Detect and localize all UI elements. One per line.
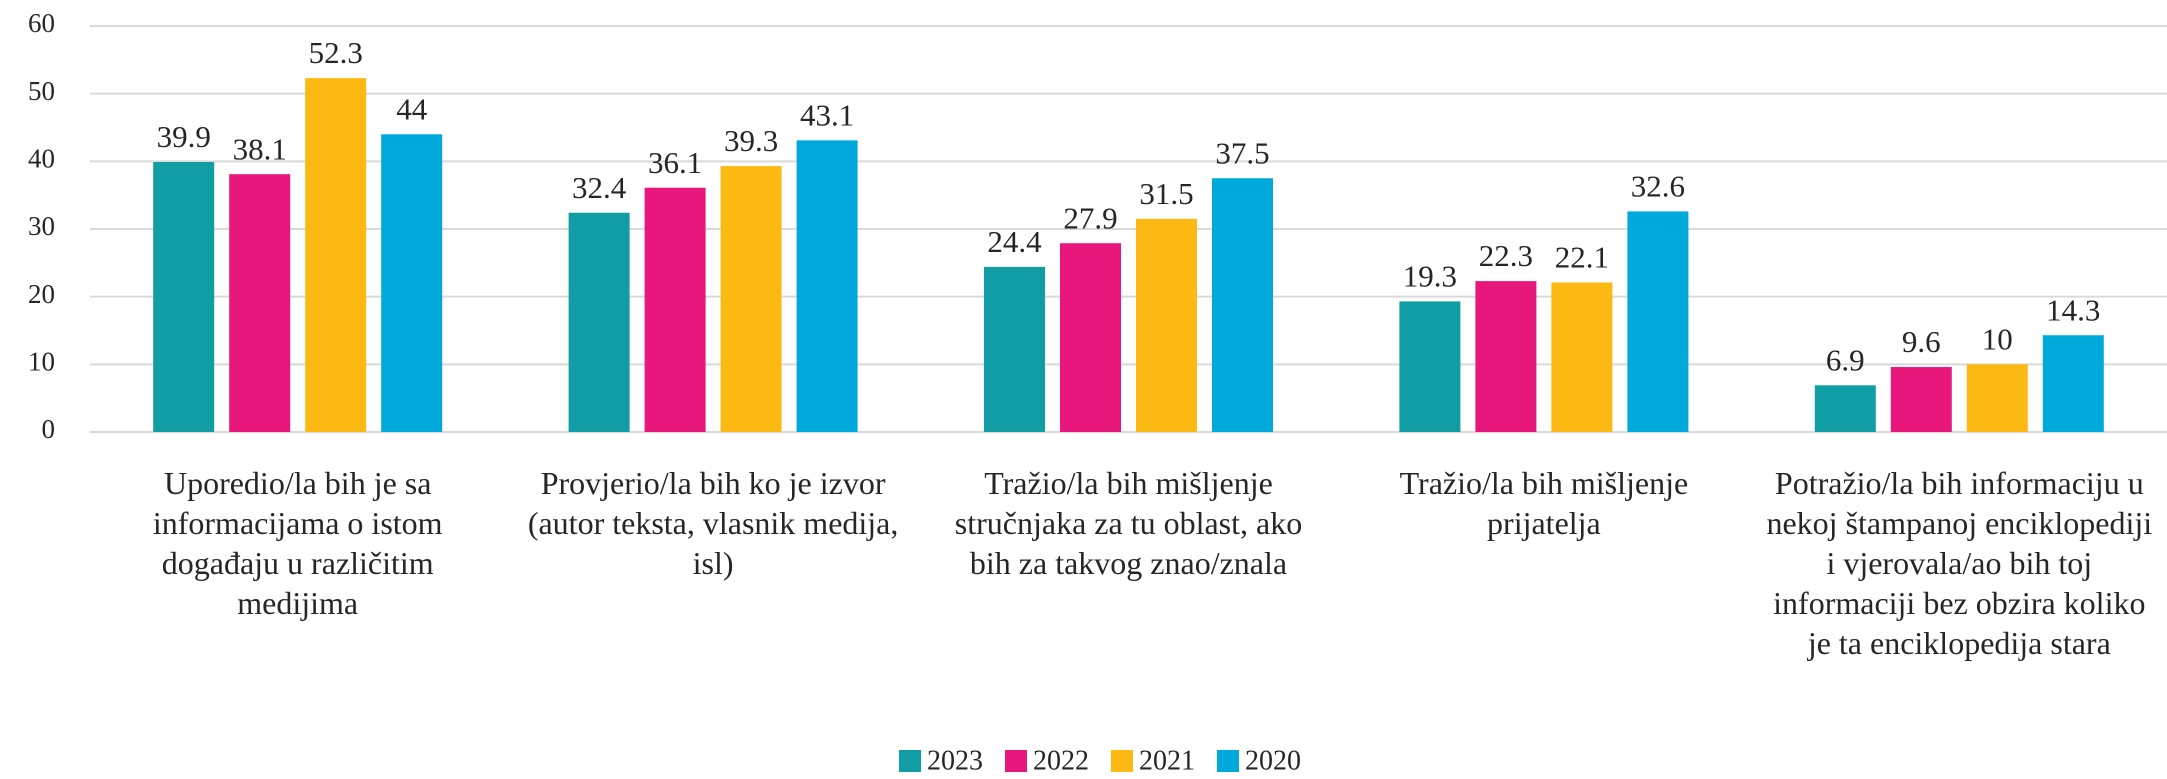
- legend-label: 2022: [1033, 745, 1089, 776]
- y-tick-label: 10: [28, 347, 55, 377]
- value-label: 22.1: [1555, 240, 1609, 275]
- legend-label: 2020: [1245, 745, 1301, 776]
- legend-item: 2020: [1217, 745, 1301, 776]
- bar: [229, 174, 291, 432]
- bar: [1890, 367, 1952, 432]
- bar: [1475, 281, 1537, 432]
- bar: [984, 266, 1045, 432]
- value-label: 52.3: [309, 35, 363, 70]
- bar: [1399, 301, 1461, 432]
- value-label: 43.1: [800, 97, 854, 132]
- label-line: stručnjaka za tu oblast, ako: [955, 505, 1302, 541]
- legend-label: 2021: [1139, 745, 1195, 776]
- value-label: 38.1: [233, 131, 287, 166]
- label-line: nekoj štampanoj enciklopediji: [1766, 505, 2152, 541]
- label-line: Potražio/la bih informaciju u: [1775, 465, 2144, 501]
- value-label: 27.9: [1063, 200, 1117, 235]
- legend-swatch: [1111, 750, 1133, 772]
- label-line: Tražio/la bih mišljenje: [984, 465, 1273, 501]
- legend-label: 2023: [927, 745, 983, 776]
- bar: [1627, 211, 1689, 432]
- value-label: 39.3: [724, 123, 778, 158]
- y-tick-label: 40: [28, 144, 55, 174]
- bar: [153, 162, 215, 432]
- bar: [568, 212, 630, 432]
- label-line: je ta enciklopedija stara: [1807, 625, 2111, 661]
- value-label: 24.4: [987, 224, 1042, 259]
- y-tick-label: 0: [42, 414, 56, 444]
- value-label: 6.9: [1826, 342, 1865, 377]
- bar: [1966, 364, 2028, 432]
- bar: [381, 134, 443, 432]
- value-label: 44: [396, 91, 428, 126]
- value-label: 22.3: [1479, 238, 1533, 273]
- value-label: 32.6: [1631, 169, 1685, 204]
- bar: [305, 78, 367, 432]
- value-label: 9.6: [1902, 324, 1941, 359]
- value-label: 32.4: [572, 170, 627, 205]
- value-label: 31.5: [1139, 176, 1193, 211]
- x-tick-label: Tražio/la bih mišljenje prijatelja: [1400, 465, 1689, 541]
- legend-swatch: [899, 750, 921, 772]
- y-tick-label: 30: [28, 211, 55, 241]
- x-tick-label: Potražio/la bih informaciju u nekoj štamp…: [1766, 465, 2152, 661]
- label-line: prijatelja: [1487, 505, 1601, 541]
- value-label: 37.5: [1215, 135, 1269, 170]
- bar: [1212, 178, 1273, 432]
- value-label: 39.9: [157, 119, 211, 154]
- value-label: 19.3: [1403, 259, 1457, 294]
- label-line: Uporedio/la bih je sa: [164, 465, 431, 501]
- label-line: i vjerovala/ao bih toj: [1826, 545, 2092, 581]
- legend-swatch: [1217, 750, 1239, 772]
- legend-item: 2022: [1005, 745, 1089, 776]
- label-line: informaciji bez obzira koliko: [1773, 585, 2145, 621]
- legend-swatch: [1005, 750, 1027, 772]
- y-tick-label: 50: [28, 76, 55, 106]
- x-tick-label: Uporedio/la bih je sa informacijama o ist…: [153, 465, 443, 621]
- x-tick-label: Provjerio/la bih ko je izvor (autor tekst…: [528, 465, 899, 581]
- value-label: 36.1: [648, 145, 702, 180]
- label-line: isl): [693, 545, 734, 581]
- label-line: Tražio/la bih mišljenje: [1400, 465, 1689, 501]
- legend-item: 2021: [1111, 745, 1195, 776]
- x-tick-label: Tražio/la bih mišljenje stručnjaka za tu …: [955, 465, 1302, 581]
- bar: [1060, 243, 1121, 432]
- y-tick-label: 20: [28, 279, 55, 309]
- value-label: 10: [1982, 321, 2013, 356]
- bar: [1136, 218, 1197, 432]
- bar: [644, 187, 706, 432]
- label-line: bih za takvog znao/znala: [970, 545, 1287, 581]
- label-line: informacijama o istom: [153, 505, 443, 541]
- label-line: događaju u različitim: [162, 545, 434, 581]
- bar: [1814, 385, 1876, 432]
- legend-item: 2023: [899, 745, 983, 776]
- bar: [1551, 282, 1613, 432]
- label-line: medijima: [237, 585, 358, 621]
- bar: [2042, 335, 2104, 432]
- bar: [796, 140, 858, 432]
- bar: [720, 166, 782, 432]
- label-line: (autor teksta, vlasnik medija,: [528, 505, 899, 541]
- label-line: Provjerio/la bih ko je izvor: [541, 465, 886, 501]
- value-label: 14.3: [2046, 292, 2100, 327]
- y-tick-label: 60: [28, 8, 55, 38]
